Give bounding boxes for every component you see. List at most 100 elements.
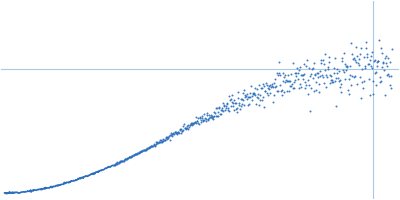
Point <box>335 69 342 72</box>
Point <box>350 76 357 79</box>
Point <box>140 149 147 152</box>
Point <box>148 145 154 148</box>
Point <box>240 92 246 95</box>
Point <box>155 140 162 144</box>
Point <box>372 59 378 62</box>
Point <box>200 119 206 122</box>
Point <box>304 58 310 62</box>
Point <box>215 111 222 114</box>
Point <box>344 65 351 68</box>
Point <box>184 124 190 127</box>
Point <box>243 95 249 98</box>
Point <box>280 72 286 75</box>
Point <box>354 82 361 85</box>
Point <box>244 97 250 101</box>
Point <box>333 105 340 108</box>
Point <box>342 77 348 80</box>
Point <box>300 77 306 81</box>
Point <box>293 74 300 78</box>
Point <box>234 111 240 114</box>
Point <box>384 73 390 77</box>
Point <box>209 116 216 120</box>
Point <box>186 125 192 128</box>
Point <box>121 159 127 162</box>
Point <box>262 89 269 92</box>
Point <box>352 58 358 61</box>
Point <box>203 118 209 121</box>
Point <box>152 142 159 145</box>
Point <box>222 109 228 112</box>
Point <box>134 152 140 155</box>
Point <box>242 96 249 99</box>
Point <box>331 66 337 70</box>
Point <box>195 122 202 125</box>
Point <box>199 116 206 120</box>
Point <box>246 102 252 105</box>
Point <box>388 47 395 51</box>
Point <box>307 74 314 78</box>
Point <box>384 64 390 67</box>
Point <box>238 97 244 100</box>
Point <box>123 157 130 160</box>
Point <box>205 117 211 120</box>
Point <box>122 158 128 161</box>
Point <box>178 129 185 133</box>
Point <box>340 68 346 72</box>
Point <box>337 86 344 89</box>
Point <box>222 107 229 110</box>
Point <box>236 103 242 106</box>
Point <box>216 106 223 109</box>
Point <box>359 81 365 84</box>
Point <box>180 124 187 127</box>
Point <box>118 159 124 162</box>
Point <box>332 57 338 60</box>
Point <box>329 81 336 84</box>
Point <box>361 80 367 83</box>
Point <box>141 148 147 152</box>
Point <box>313 80 320 83</box>
Point <box>313 89 319 92</box>
Point <box>113 162 120 165</box>
Point <box>346 65 353 68</box>
Point <box>164 137 170 140</box>
Point <box>316 90 322 93</box>
Point <box>117 160 124 164</box>
Point <box>369 67 375 70</box>
Point <box>181 122 187 125</box>
Point <box>376 81 383 84</box>
Point <box>136 151 143 154</box>
Point <box>309 66 316 70</box>
Point <box>268 85 274 88</box>
Point <box>237 107 243 110</box>
Point <box>298 74 305 77</box>
Point <box>207 115 213 118</box>
Point <box>240 99 246 102</box>
Point <box>124 156 131 160</box>
Point <box>300 62 307 65</box>
Point <box>224 102 230 105</box>
Point <box>256 104 262 107</box>
Point <box>326 81 333 84</box>
Point <box>236 101 243 104</box>
Point <box>237 104 244 107</box>
Point <box>182 127 189 130</box>
Point <box>311 61 318 64</box>
Point <box>139 149 146 153</box>
Point <box>351 56 357 59</box>
Point <box>232 101 239 105</box>
Point <box>211 114 217 118</box>
Point <box>149 144 156 147</box>
Point <box>369 51 376 54</box>
Point <box>308 73 315 76</box>
Point <box>174 131 180 134</box>
Point <box>260 83 266 86</box>
Point <box>144 146 151 150</box>
Point <box>210 117 216 120</box>
Point <box>293 71 299 74</box>
Point <box>180 128 186 131</box>
Point <box>317 74 324 77</box>
Point <box>132 153 138 156</box>
Point <box>267 91 274 94</box>
Point <box>233 108 239 111</box>
Point <box>175 130 182 134</box>
